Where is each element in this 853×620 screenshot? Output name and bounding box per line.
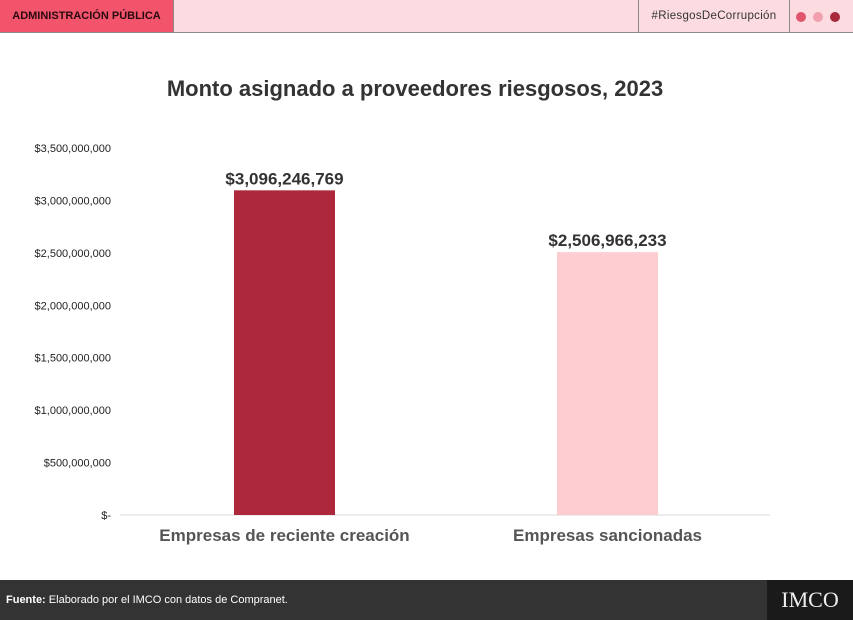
- y-tick-label: $2,000,000,000: [35, 300, 111, 312]
- hashtag: #RiesgosDeCorrupción: [638, 0, 790, 32]
- source-text: Elaborado por el IMCO con datos de Compr…: [45, 594, 288, 606]
- y-tick-label: $-: [101, 510, 111, 522]
- dot-icon: [830, 12, 840, 22]
- y-tick-label: $1,000,000,000: [35, 405, 111, 417]
- top-bar: ADMINISTRACIÓN PÚBLICA #RiesgosDeCorrupc…: [0, 0, 853, 33]
- y-tick-label: $3,500,000,000: [35, 143, 111, 155]
- decorative-dots: [796, 12, 840, 22]
- imco-logo: IMCO: [767, 580, 853, 620]
- dot-icon: [813, 12, 823, 22]
- y-tick-label: $3,000,000,000: [35, 195, 111, 207]
- data-label: $3,096,246,769: [225, 169, 343, 188]
- data-label: $2,506,966,233: [548, 231, 666, 250]
- x-tick-label: Empresas de reciente creación: [159, 526, 409, 545]
- y-tick-label: $2,500,000,000: [35, 248, 111, 260]
- source-label: Fuente:: [6, 594, 46, 606]
- bar-chart: $- $500,000,000 $1,000,000,000 $1,500,000,0…: [35, 143, 770, 545]
- section-label: ADMINISTRACIÓN PÚBLICA: [0, 0, 174, 32]
- y-tick-label: $1,500,000,000: [35, 353, 111, 365]
- y-tick-label: $500,000,000: [44, 458, 111, 470]
- footer: Fuente: Elaborado por el IMCO con datos …: [0, 580, 853, 620]
- x-tick-label: Empresas sancionadas: [513, 526, 702, 545]
- dot-icon: [796, 12, 806, 22]
- chart-title: Monto asignado a proveedores riesgosos, …: [166, 76, 664, 101]
- source-note: Fuente: Elaborado por el IMCO con datos …: [6, 594, 288, 606]
- bar: [557, 252, 658, 515]
- bar: [234, 190, 335, 515]
